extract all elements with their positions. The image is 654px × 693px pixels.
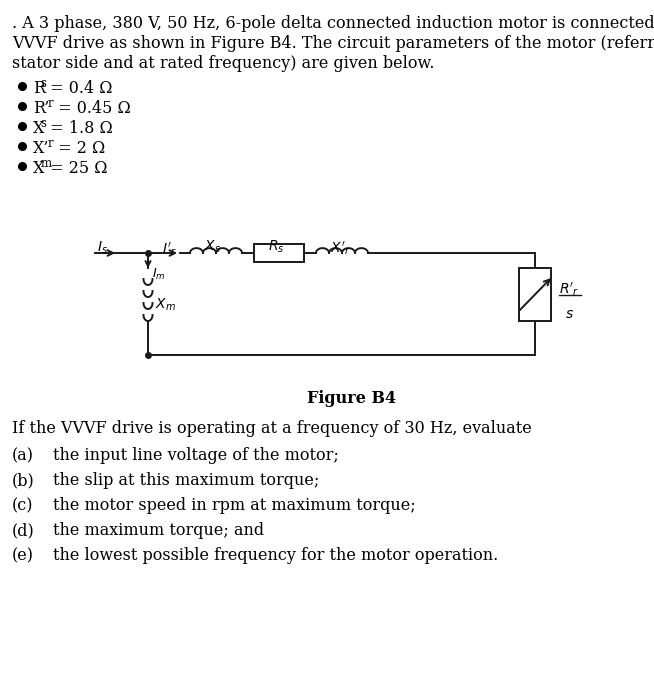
Text: $I_m$: $I_m$	[152, 267, 165, 282]
Text: $I_s$: $I_s$	[97, 240, 108, 256]
Text: (e): (e)	[12, 547, 34, 564]
Text: $X_s$: $X_s$	[204, 239, 221, 256]
Text: $X_m$: $X_m$	[155, 297, 176, 313]
Text: r: r	[47, 97, 53, 110]
Text: X: X	[33, 120, 44, 137]
Text: = 2 Ω: = 2 Ω	[52, 140, 105, 157]
Text: $I'_r$: $I'_r$	[162, 240, 177, 258]
Text: (b): (b)	[12, 472, 35, 489]
Text: = 0.4 Ω: = 0.4 Ω	[45, 80, 113, 97]
Bar	[519, 268, 551, 321]
Text: (a): (a)	[12, 447, 34, 464]
Text: X’: X’	[33, 140, 49, 157]
Text: . A 3 phase, 380 V, 50 Hz, 6-pole delta connected induction motor is connected b: . A 3 phase, 380 V, 50 Hz, 6-pole delta …	[12, 15, 654, 32]
Text: R: R	[33, 80, 45, 97]
Text: = 1.8 Ω: = 1.8 Ω	[45, 120, 113, 137]
Text: s: s	[40, 77, 46, 90]
Text: (c): (c)	[12, 497, 33, 514]
Text: (d): (d)	[12, 522, 35, 539]
Text: stator side and at rated frequency) are given below.: stator side and at rated frequency) are …	[12, 55, 434, 72]
Text: $R_s$: $R_s$	[268, 239, 284, 256]
Text: = 25 Ω: = 25 Ω	[45, 160, 108, 177]
Text: R’: R’	[33, 100, 49, 117]
Text: m: m	[40, 157, 51, 170]
Bar	[254, 244, 304, 262]
Text: s: s	[40, 117, 46, 130]
Text: = 0.45 Ω: = 0.45 Ω	[52, 100, 130, 117]
Text: r: r	[47, 137, 53, 150]
Text: the slip at this maximum torque;: the slip at this maximum torque;	[53, 472, 319, 489]
Text: the maximum torque; and: the maximum torque; and	[53, 522, 264, 539]
Text: X: X	[33, 160, 44, 177]
Text: the lowest possible frequency for the motor operation.: the lowest possible frequency for the mo…	[53, 547, 498, 564]
Text: Figure B4: Figure B4	[307, 390, 396, 407]
Text: the motor speed in rpm at maximum torque;: the motor speed in rpm at maximum torque…	[53, 497, 416, 514]
Text: $X'_r$: $X'_r$	[330, 239, 351, 256]
Text: $R'_r$: $R'_r$	[559, 281, 579, 298]
Text: $s$: $s$	[565, 306, 574, 320]
Text: VVVF drive as shown in Figure B4. The circuit parameters of the motor (referred : VVVF drive as shown in Figure B4. The ci…	[12, 35, 654, 52]
Text: the input line voltage of the motor;: the input line voltage of the motor;	[53, 447, 339, 464]
Text: If the VVVF drive is operating at a frequency of 30 Hz, evaluate: If the VVVF drive is operating at a freq…	[12, 420, 532, 437]
